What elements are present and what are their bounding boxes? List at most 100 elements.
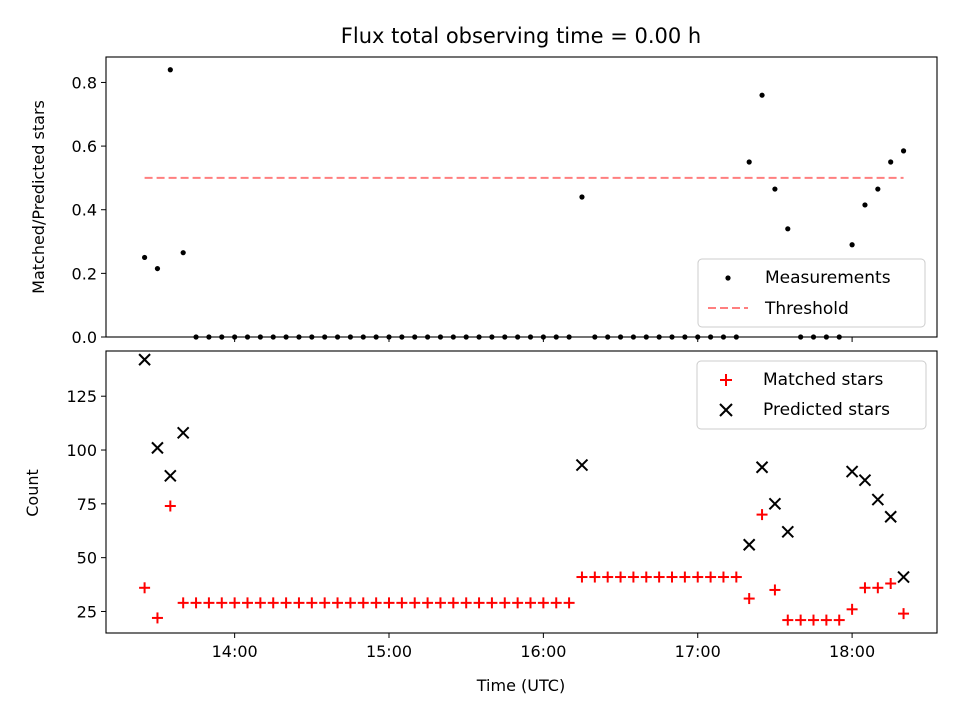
- measurement-point: [180, 250, 186, 256]
- matched-star-marker: [525, 597, 537, 609]
- chart-title: Flux total observing time = 0.00 h: [341, 24, 701, 48]
- matched-star-marker: [898, 608, 910, 620]
- measurement-point: [888, 159, 894, 165]
- measurement-point: [141, 254, 148, 261]
- predicted-star-marker: [138, 353, 151, 366]
- matched-star-marker: [447, 597, 459, 609]
- top-y-tick-label: 0.2: [72, 264, 97, 283]
- bottom-x-axis: 14:00 15:00 16:00 17:00 18:00: [212, 633, 875, 661]
- matched-star-marker: [139, 582, 151, 594]
- matched-star-marker: [396, 597, 408, 609]
- bottom-x-tick-label: 14:00: [212, 642, 258, 661]
- predicted-star-marker: [151, 441, 164, 455]
- measurement-point: [785, 226, 791, 232]
- matched-star-marker: [782, 614, 794, 626]
- bottom-x-tick-label: 18:00: [829, 642, 875, 661]
- bottom-x-tick-label: 15:00: [366, 642, 412, 661]
- measurement-point: [154, 265, 161, 272]
- legend-marker-predicted-stars: [719, 403, 733, 417]
- top-legend: Measurements Threshold: [697, 258, 926, 328]
- matched-star-marker: [344, 597, 356, 609]
- matched-star-marker: [216, 597, 228, 609]
- matched-star-marker: [615, 571, 627, 583]
- matched-star-marker: [177, 597, 189, 609]
- matched-star-marker: [640, 571, 652, 583]
- bottom-y-axis: 25 50 75 100 125: [66, 387, 106, 621]
- matched-star-marker: [820, 614, 832, 626]
- matched-star-marker: [576, 571, 588, 583]
- matched-star-marker: [164, 500, 176, 512]
- predicted-star-marker: [781, 525, 794, 539]
- matched-star-marker: [769, 584, 781, 596]
- matched-star-marker: [486, 597, 498, 609]
- top-x-axis: [234, 337, 853, 342]
- bottom-panel: Count Time (UTC) 25 50 75 100 125 14:00 15:00…: [23, 350, 938, 695]
- matched-star-marker: [602, 571, 614, 583]
- top-panel: Flux total observing time = 0.00 h Match…: [29, 24, 938, 347]
- matched-star-marker: [319, 597, 331, 609]
- legend-marker-matched-stars: [720, 374, 732, 386]
- measurement-point: [849, 242, 855, 248]
- matched-star-marker: [550, 597, 562, 609]
- legend-label-threshold: Threshold: [764, 299, 849, 319]
- matched-star-marker: [627, 571, 639, 583]
- matched-star-marker: [653, 571, 665, 583]
- bottom-x-axis-label: Time (UTC): [476, 676, 565, 695]
- matched-star-marker: [254, 597, 266, 609]
- matched-star-marker: [692, 571, 704, 583]
- matched-star-marker: [730, 571, 742, 583]
- matched-star-marker: [229, 597, 241, 609]
- measurement-point: [759, 92, 765, 98]
- measurement-point: [167, 67, 173, 73]
- legend-label-matched-stars: Matched stars: [763, 370, 883, 390]
- measurement-point: [900, 148, 907, 154]
- predicted-star-marker: [176, 426, 190, 440]
- bottom-x-tick-label: 17:00: [675, 642, 721, 661]
- matched-star-marker: [666, 571, 678, 583]
- matched-star-marker: [537, 597, 549, 609]
- bottom-y-tick-label: 50: [77, 549, 97, 568]
- predicted-star-marker: [575, 458, 589, 472]
- matched-star-marker: [203, 597, 215, 609]
- matched-star-marker: [280, 597, 292, 609]
- matched-star-marker: [885, 577, 897, 589]
- bottom-y-tick-label: 75: [77, 495, 97, 514]
- matched-star-marker: [756, 509, 768, 521]
- matched-star-marker: [370, 597, 382, 609]
- matched-star-marker: [332, 597, 344, 609]
- bottom-y-axis-label: Count: [23, 469, 42, 517]
- matched-star-marker: [808, 614, 820, 626]
- bottom-y-tick-label: 125: [66, 387, 97, 406]
- bottom-y-tick-label: 100: [66, 441, 97, 460]
- top-y-tick-label: 0.0: [72, 328, 97, 347]
- measurement-point: [772, 186, 778, 192]
- top-y-tick-label: 0.4: [72, 201, 97, 220]
- measurement-point: [746, 159, 752, 165]
- predicted-star-marker: [871, 493, 885, 506]
- top-y-tick-label: 0.6: [72, 137, 97, 156]
- legend-label-predicted-stars: Predicted stars: [763, 400, 890, 420]
- matched-star-marker: [833, 614, 845, 626]
- matched-star-marker: [267, 597, 279, 609]
- bottom-y-tick-label: 25: [77, 602, 97, 621]
- matched-star-marker: [795, 614, 807, 626]
- legend-label-measurements: Measurements: [765, 268, 891, 288]
- matched-star-marker: [409, 597, 421, 609]
- matched-star-marker: [512, 597, 524, 609]
- measurement-point: [875, 186, 881, 192]
- matched-star-marker: [872, 582, 884, 594]
- matched-star-marker: [705, 571, 717, 583]
- matched-star-marker: [473, 597, 485, 609]
- legend-marker-measurements: [725, 275, 731, 281]
- predicted-star-marker: [884, 510, 897, 523]
- matched-star-marker: [383, 597, 395, 609]
- predicted-star-marker: [897, 570, 910, 584]
- matched-star-marker: [434, 597, 446, 609]
- top-y-axis-label: Matched/Predicted stars: [29, 100, 48, 294]
- top-y-tick-label: 0.8: [72, 73, 97, 92]
- matched-star-marker: [679, 571, 691, 583]
- predicted-star-marker: [845, 465, 859, 478]
- bottom-plot-frame: [105, 350, 938, 634]
- matched-star-marker: [563, 597, 575, 609]
